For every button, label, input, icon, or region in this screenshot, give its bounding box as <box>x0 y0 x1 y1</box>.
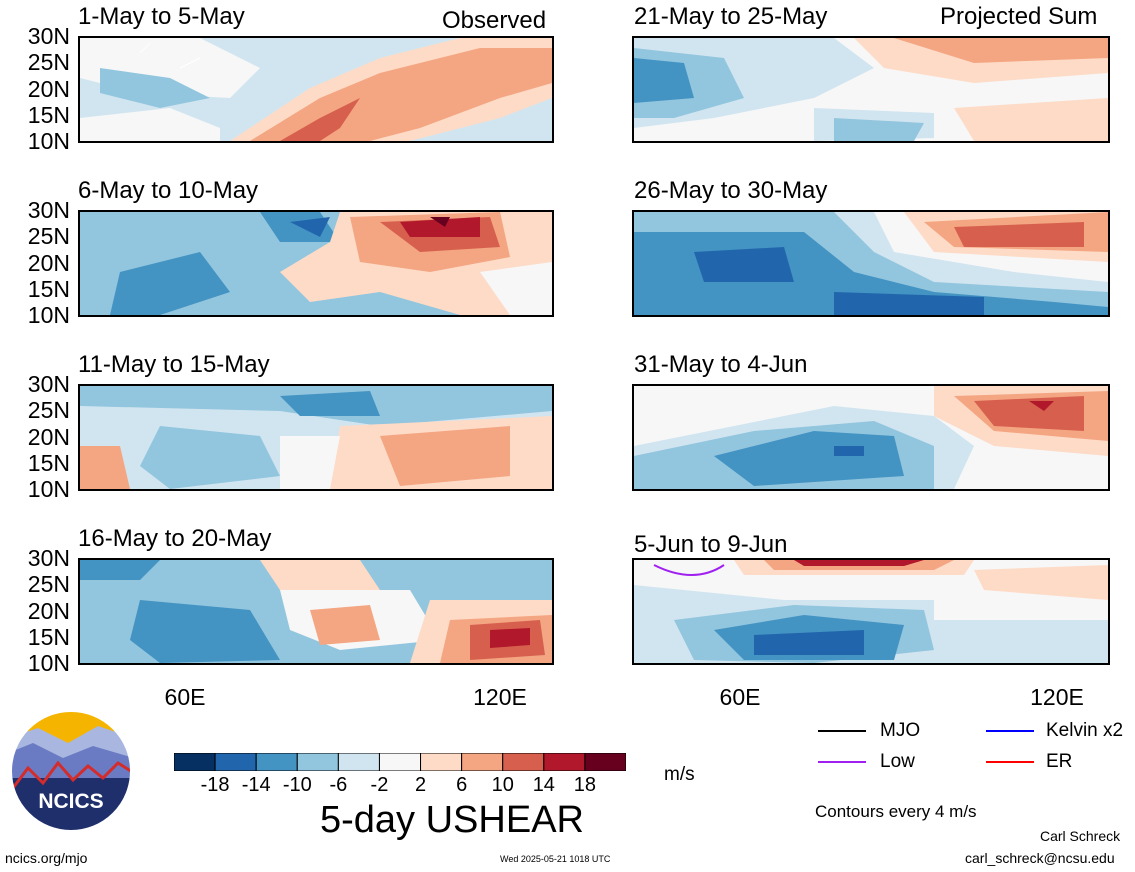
y-tick-label: 20N <box>27 75 70 102</box>
y-tick-label: 15N <box>27 101 70 128</box>
y-tick-label: 25N <box>27 571 70 598</box>
x-tick-left-60e: 60E <box>164 684 206 710</box>
legend-mjo-label: MJO <box>880 720 921 741</box>
colorbar-swatch <box>502 752 545 772</box>
y-tick-label: 20N <box>27 249 70 276</box>
panel-8-title: 5-Jun to 9-Jun <box>634 531 788 558</box>
map-panel-6 <box>632 210 1110 317</box>
colorbar-tick-label: 18 <box>573 774 597 796</box>
legend-low-line <box>818 761 866 763</box>
legend-er-label: ER <box>1046 751 1073 772</box>
footer-url: ncics.org/mjo <box>5 850 88 866</box>
y-tick-label: 25N <box>27 397 70 424</box>
y-tick-label: 30N <box>27 197 70 223</box>
legend-mjo-line <box>818 730 866 732</box>
chart-title: 5-day USHEAR <box>320 799 584 841</box>
logo-text: NCICS <box>38 790 104 813</box>
footer-timestamp: Wed 2025-05-21 1018 UTC <box>500 854 611 864</box>
panel-7-title: 31-May to 4-Jun <box>634 351 808 378</box>
panel-5-title: 21-May to 25-May <box>634 3 828 30</box>
colorbar-tick-label: -18 <box>200 774 230 796</box>
legend-er-line <box>986 761 1034 763</box>
y-tick-label: 30N <box>27 545 70 571</box>
panel-2-title: 6-May to 10-May <box>78 177 259 204</box>
colorbar-tick-label: 10 <box>491 774 514 796</box>
x-tick-left-120e: 120E <box>473 684 527 710</box>
contour-note: Contours every 4 m/s <box>815 802 977 821</box>
panel-6-title: 26-May to 30-May <box>634 177 828 204</box>
map-panel-8 <box>632 558 1110 665</box>
map-panel-5 <box>632 36 1110 143</box>
colorbar-tick-label: 6 <box>456 774 468 796</box>
colorbar-swatch <box>461 752 504 772</box>
colorbar <box>173 752 627 772</box>
map-panel-3 <box>78 384 554 491</box>
colorbar-tick-label: -2 <box>370 774 389 796</box>
y-tick-label: 10N <box>27 650 70 676</box>
colorbar-swatch <box>214 752 257 772</box>
footer-email: carl_schreck@ncsu.edu <box>965 850 1115 866</box>
legend-kelvin-line <box>986 730 1034 732</box>
legend-kelvin-label: Kelvin x2 <box>1046 720 1124 741</box>
colorbar-swatch <box>296 752 339 772</box>
panel-5-label: Projected Sum <box>940 3 1098 30</box>
y-tick-label: 25N <box>27 223 70 250</box>
y-tick-label: 20N <box>27 597 70 624</box>
y-tick-label: 15N <box>27 275 70 302</box>
x-tick-right-60e: 60E <box>719 684 761 710</box>
y-tick-label: 10N <box>27 302 70 328</box>
colorbar-swatch <box>584 752 627 772</box>
panel-3-title: 11-May to 15-May <box>78 351 270 378</box>
map-panel-1 <box>78 36 554 143</box>
colorbar-swatch <box>378 752 422 772</box>
colorbar-tick-label: 14 <box>532 774 555 796</box>
x-tick-right-120e: 120E <box>1030 684 1084 710</box>
colorbar-tick-label: -10 <box>282 774 312 796</box>
colorbar-swatch <box>337 752 380 772</box>
map-panel-7 <box>632 384 1110 491</box>
y-tick-label: 15N <box>27 623 70 650</box>
panel-1-title: 1-May to 5-May <box>78 3 245 30</box>
panel-1-label: Observed <box>442 7 547 34</box>
y-tick-label: 20N <box>27 423 70 450</box>
map-panel-4 <box>78 558 554 665</box>
y-tick-label: 15N <box>27 449 70 476</box>
colorbar-swatch <box>420 752 463 772</box>
y-tick-label: 10N <box>27 476 70 502</box>
colorbar-swatch <box>543 752 586 772</box>
colorbar-tick-label: -6 <box>329 774 348 796</box>
colorbar-unit: m/s <box>664 764 695 785</box>
y-tick-label: 30N <box>27 371 70 397</box>
y-tick-label: 30N <box>27 23 70 49</box>
colorbar-swatch <box>255 752 298 772</box>
colorbar-swatch <box>173 752 216 772</box>
footer-author: Carl Schreck <box>1040 828 1121 844</box>
map-panel-2 <box>78 210 554 317</box>
y-tick-label: 25N <box>27 49 70 76</box>
legend-low-label: Low <box>880 751 915 772</box>
colorbar-tick-label: 2 <box>414 774 427 796</box>
ncics-logo: NCICS <box>8 708 134 834</box>
y-tick-label: 10N <box>27 128 70 154</box>
colorbar-tick-label: -14 <box>241 774 271 796</box>
panel-4-title: 16-May to 20-May <box>78 525 272 552</box>
